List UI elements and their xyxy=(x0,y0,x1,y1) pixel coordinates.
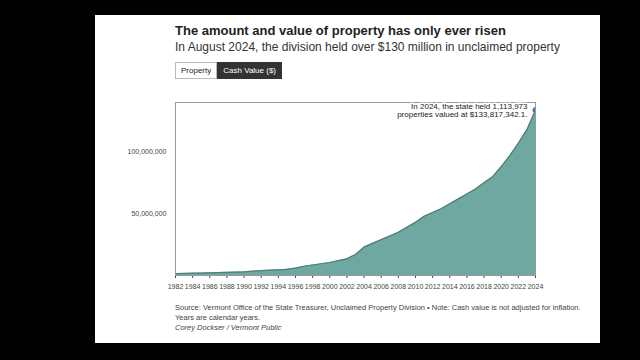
svg-text:2006: 2006 xyxy=(373,283,389,290)
svg-text:2018: 2018 xyxy=(476,283,492,290)
html-text:Corey Dockser / Vermont Public: Corey Dockser / Vermont Public xyxy=(175,322,282,332)
svg-text:2004: 2004 xyxy=(356,283,372,290)
svg-text:2000: 2000 xyxy=(322,283,338,290)
svg-text:2008: 2008 xyxy=(391,283,407,290)
html-text:Cash Value ($): Cash Value ($) xyxy=(223,66,276,75)
svg-text:1988: 1988 xyxy=(219,283,235,290)
svg-text:1982: 1982 xyxy=(168,283,184,290)
svg-text:1984: 1984 xyxy=(185,283,201,290)
svg-text:100,000,000: 100,000,000 xyxy=(128,148,167,155)
svg-text:50,000,000: 50,000,000 xyxy=(131,210,166,217)
svg-text:2020: 2020 xyxy=(493,283,509,290)
svg-text:2022: 2022 xyxy=(511,283,527,290)
svg-text:In 2024, the state held 1,113,: In 2024, the state held 1,113,973propert… xyxy=(397,102,528,119)
html-text:Source: Vermont Office of the: Source: Vermont Office of the State Trea… xyxy=(175,303,581,322)
svg-text:1986: 1986 xyxy=(202,283,218,290)
svg-text:1996: 1996 xyxy=(288,283,304,290)
svg-text:1994: 1994 xyxy=(271,283,287,290)
svg-text:1992: 1992 xyxy=(253,283,269,290)
svg-text:2014: 2014 xyxy=(442,283,458,290)
html-text:Property: Property xyxy=(181,66,212,75)
svg-text:2016: 2016 xyxy=(459,283,475,290)
svg-text:2012: 2012 xyxy=(425,283,441,290)
svg-text:2002: 2002 xyxy=(339,283,355,290)
svg-text:2024: 2024 xyxy=(528,283,544,290)
svg-text:1990: 1990 xyxy=(236,283,252,290)
html-text:The amount and value of proper: The amount and value of property has onl… xyxy=(175,23,506,38)
svg-text:1998: 1998 xyxy=(305,283,321,290)
html-text:In August 2024, the division h: In August 2024, the division held over $… xyxy=(175,40,560,54)
svg-text:2010: 2010 xyxy=(408,283,424,290)
